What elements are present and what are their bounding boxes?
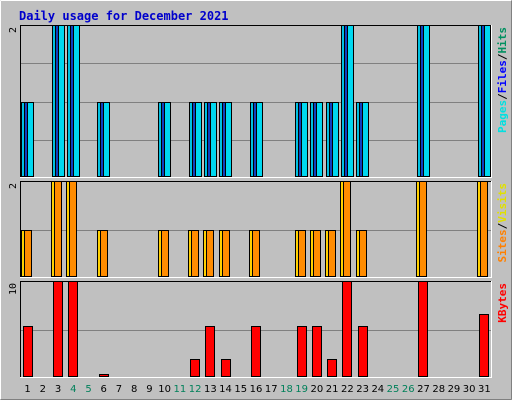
- bar-kbytes-kbytes-day-20: [312, 326, 322, 377]
- bar-hits-pages-day-22: [347, 25, 354, 177]
- bar-visits-sites-day-12: [191, 230, 199, 277]
- panel-visits-ymax-label: 2: [8, 183, 19, 189]
- legend-entry: Pages: [496, 100, 509, 133]
- bar-kbytes-kbytes-day-6: [99, 374, 109, 377]
- bar-kbytes-kbytes-day-12: [190, 359, 200, 377]
- bar-visits-sites-day-21: [328, 230, 336, 277]
- bar-visits-sites-day-23: [359, 230, 367, 277]
- x-tick-label-day-15: 15: [234, 384, 247, 395]
- bar-kbytes-kbytes-day-3: [53, 281, 63, 377]
- bar-kbytes-kbytes-day-1: [23, 326, 33, 377]
- panel-kbytes-legend: KBytes: [496, 283, 509, 323]
- chart-title: Daily usage for December 2021: [19, 9, 229, 23]
- x-tick-label-day-26: 26: [402, 384, 415, 395]
- x-tick-label-day-16: 16: [250, 384, 263, 395]
- bar-kbytes-kbytes-day-14: [221, 359, 231, 377]
- panel-hits-ymax-label: 2: [8, 27, 19, 33]
- bar-hits-pages-day-21: [332, 102, 339, 177]
- bar-kbytes-kbytes-day-19: [297, 326, 307, 377]
- x-tick-label-day-25: 25: [387, 384, 400, 395]
- x-tick-label-day-11: 11: [174, 384, 187, 395]
- bar-visits-sites-day-13: [206, 230, 214, 277]
- bar-kbytes-kbytes-day-13: [205, 326, 215, 377]
- x-tick-label-day-19: 19: [295, 384, 308, 395]
- bar-hits-pages-day-10: [164, 102, 171, 177]
- x-tick-label-day-10: 10: [158, 384, 171, 395]
- x-tick-label-day-28: 28: [432, 384, 445, 395]
- bar-hits-pages-day-20: [316, 102, 323, 177]
- legend-entry: Files: [496, 60, 509, 93]
- bar-hits-pages-day-1: [27, 102, 34, 177]
- x-tick-label-day-23: 23: [356, 384, 369, 395]
- x-tick-label-day-29: 29: [448, 384, 461, 395]
- bar-visits-sites-day-27: [419, 181, 427, 277]
- x-tick-label-day-9: 9: [146, 384, 152, 395]
- bar-hits-pages-day-3: [58, 25, 65, 177]
- x-tick-label-day-31: 31: [478, 384, 491, 395]
- x-tick-label-day-6: 6: [101, 384, 107, 395]
- bar-hits-pages-day-13: [210, 102, 217, 177]
- bar-visits-sites-day-4: [69, 181, 77, 277]
- bar-visits-sites-day-6: [100, 230, 108, 277]
- x-tick-label-day-7: 7: [116, 384, 122, 395]
- bar-visits-sites-day-10: [161, 230, 169, 277]
- x-tick-label-day-4: 4: [70, 384, 76, 395]
- bar-hits-pages-day-31: [484, 25, 491, 177]
- bar-kbytes-kbytes-day-27: [418, 281, 428, 377]
- bar-visits-sites-day-14: [222, 230, 230, 277]
- x-tick-label-day-27: 27: [417, 384, 430, 395]
- legend-entry: Visits: [496, 183, 509, 223]
- legend-entry: /: [496, 53, 509, 60]
- bar-hits-pages-day-12: [195, 102, 202, 177]
- bar-visits-sites-day-1: [24, 230, 32, 277]
- x-tick-label-day-22: 22: [341, 384, 354, 395]
- legend-entry: /: [496, 93, 509, 100]
- legend-entry: KBytes: [496, 283, 509, 323]
- bar-hits-pages-day-27: [423, 25, 430, 177]
- bar-kbytes-kbytes-day-23: [358, 326, 368, 377]
- bar-hits-pages-day-23: [362, 102, 369, 177]
- bar-visits-sites-day-31: [480, 181, 488, 277]
- x-tick-label-day-20: 20: [311, 384, 324, 395]
- x-tick-label-day-3: 3: [55, 384, 61, 395]
- bar-visits-sites-day-22: [343, 181, 351, 277]
- x-tick-label-day-17: 17: [265, 384, 278, 395]
- legend-entry: Hits: [496, 27, 509, 54]
- bar-hits-pages-day-4: [73, 25, 80, 177]
- panel-kbytes-ymax-label: 10: [8, 283, 19, 295]
- bar-hits-pages-day-6: [103, 102, 110, 177]
- panel-hits-legend: Pages/Files/Hits: [496, 27, 509, 133]
- x-tick-label-day-21: 21: [326, 384, 339, 395]
- x-tick-label-day-2: 2: [40, 384, 46, 395]
- x-tick-label-day-14: 14: [219, 384, 232, 395]
- x-tick-label-day-24: 24: [371, 384, 384, 395]
- x-tick-label-day-5: 5: [85, 384, 91, 395]
- bar-visits-sites-day-16: [252, 230, 260, 277]
- bar-kbytes-kbytes-day-31: [479, 314, 489, 377]
- bar-hits-pages-day-16: [256, 102, 263, 177]
- x-tick-label-day-8: 8: [131, 384, 137, 395]
- x-tick-label-day-18: 18: [280, 384, 293, 395]
- bar-hits-pages-day-14: [225, 102, 232, 177]
- x-tick-label-day-12: 12: [189, 384, 202, 395]
- bar-kbytes-kbytes-day-21: [327, 359, 337, 377]
- bar-kbytes-kbytes-day-4: [68, 281, 78, 377]
- bar-visits-sites-day-20: [313, 230, 321, 277]
- bar-kbytes-kbytes-day-22: [342, 281, 352, 377]
- x-tick-label-day-13: 13: [204, 384, 217, 395]
- legend-entry: Sites: [496, 229, 509, 262]
- bar-hits-pages-day-19: [301, 102, 308, 177]
- x-tick-label-day-1: 1: [24, 384, 30, 395]
- x-tick-label-day-30: 30: [463, 384, 476, 395]
- bar-kbytes-kbytes-day-16: [251, 326, 261, 377]
- bar-visits-sites-day-3: [54, 181, 62, 277]
- panel-visits-legend: Sites/Visits: [496, 183, 509, 263]
- bar-visits-sites-day-19: [298, 230, 306, 277]
- legend-entry: /: [496, 222, 509, 229]
